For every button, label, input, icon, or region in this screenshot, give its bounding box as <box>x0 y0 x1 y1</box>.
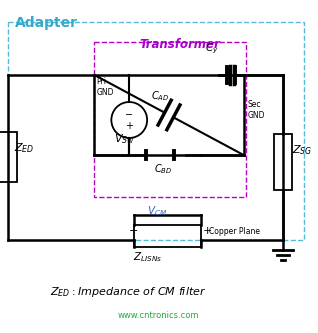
Text: $Z_{ED}$: $Z_{ED}$ <box>14 141 34 155</box>
Text: Transformer: Transformer <box>139 38 220 51</box>
Text: Pri
GND: Pri GND <box>96 77 114 97</box>
Text: −: − <box>129 226 139 236</box>
Text: +: + <box>125 121 133 131</box>
Text: $C_{AD}$: $C_{AD}$ <box>151 89 169 103</box>
Text: −: − <box>125 110 133 120</box>
Text: +: + <box>203 226 212 236</box>
Bar <box>94 42 245 197</box>
Text: www.cntronics.com: www.cntronics.com <box>117 311 199 320</box>
Bar <box>8 22 304 240</box>
Text: $Z_{LISNs}$: $Z_{LISNs}$ <box>133 250 162 264</box>
Bar <box>0 132 17 182</box>
Text: $C_y$: $C_y$ <box>205 42 218 56</box>
Text: $V_{Sw}$: $V_{Sw}$ <box>114 132 135 146</box>
Text: $V_{CM}$: $V_{CM}$ <box>147 204 167 218</box>
Bar <box>274 134 292 190</box>
Text: $Z_{ED}$$\mathit{:Impedance\ of\ CM\ filter}$: $Z_{ED}$$\mathit{:Impedance\ of\ CM\ fil… <box>50 285 206 299</box>
Text: $Z_{SG}$: $Z_{SG}$ <box>292 143 313 157</box>
Text: Adapter: Adapter <box>15 16 78 30</box>
Text: Sec
GND: Sec GND <box>247 100 265 120</box>
Text: $C_{BD}$: $C_{BD}$ <box>154 162 172 176</box>
Text: Copper Plane: Copper Plane <box>209 227 260 236</box>
Bar <box>134 225 201 247</box>
